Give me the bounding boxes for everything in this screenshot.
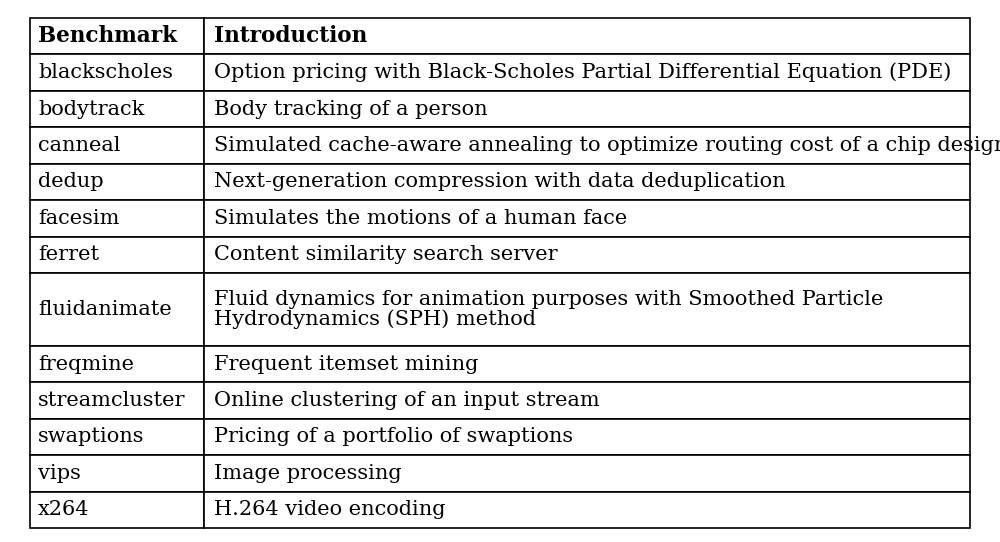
- Text: vips: vips: [38, 464, 81, 483]
- Bar: [30, 455, 204, 492]
- Text: swaptions: swaptions: [38, 428, 144, 447]
- Text: Next-generation compression with data deduplication: Next-generation compression with data de…: [214, 172, 786, 191]
- Text: fluidanimate: fluidanimate: [38, 300, 172, 319]
- Bar: [30, 273, 204, 346]
- Bar: [30, 492, 204, 528]
- Text: Option pricing with Black-Scholes Partial Differential Equation (PDE): Option pricing with Black-Scholes Partia…: [214, 63, 951, 82]
- Bar: [204, 236, 970, 273]
- Text: Content similarity search server: Content similarity search server: [214, 246, 558, 264]
- Bar: [30, 236, 204, 273]
- Text: Online clustering of an input stream: Online clustering of an input stream: [214, 391, 600, 410]
- Text: canneal: canneal: [38, 136, 120, 155]
- Text: Simulates the motions of a human face: Simulates the motions of a human face: [214, 209, 627, 228]
- Text: Simulated cache-aware annealing to optimize routing cost of a chip design: Simulated cache-aware annealing to optim…: [214, 136, 1000, 155]
- Text: Image processing: Image processing: [214, 464, 402, 483]
- Bar: [204, 419, 970, 455]
- Text: blackscholes: blackscholes: [38, 63, 173, 82]
- Bar: [30, 54, 204, 91]
- Bar: [30, 200, 204, 236]
- Text: Hydrodynamics (SPH) method: Hydrodynamics (SPH) method: [214, 309, 536, 329]
- Text: x264: x264: [38, 500, 90, 519]
- Text: Fluid dynamics for animation purposes with Smoothed Particle: Fluid dynamics for animation purposes wi…: [214, 290, 883, 309]
- Bar: [30, 127, 204, 164]
- Text: Frequent itemset mining: Frequent itemset mining: [214, 354, 478, 373]
- Bar: [204, 54, 970, 91]
- Bar: [30, 18, 204, 54]
- Text: bodytrack: bodytrack: [38, 100, 144, 119]
- Bar: [204, 127, 970, 164]
- Text: Introduction: Introduction: [214, 25, 367, 47]
- Bar: [204, 455, 970, 492]
- Text: Body tracking of a person: Body tracking of a person: [214, 100, 488, 119]
- Bar: [204, 382, 970, 419]
- Bar: [204, 273, 970, 346]
- Text: dedup: dedup: [38, 172, 104, 191]
- Bar: [30, 164, 204, 200]
- Bar: [204, 492, 970, 528]
- Bar: [204, 200, 970, 236]
- Bar: [30, 382, 204, 419]
- Text: streamcluster: streamcluster: [38, 391, 186, 410]
- Bar: [204, 346, 970, 382]
- Bar: [204, 164, 970, 200]
- Text: ferret: ferret: [38, 246, 99, 264]
- Text: H.264 video encoding: H.264 video encoding: [214, 500, 445, 519]
- Text: Pricing of a portfolio of swaptions: Pricing of a portfolio of swaptions: [214, 428, 573, 447]
- Text: freqmine: freqmine: [38, 354, 134, 373]
- Text: facesim: facesim: [38, 209, 120, 228]
- Bar: [30, 91, 204, 127]
- Text: Benchmark: Benchmark: [38, 25, 177, 47]
- Bar: [204, 91, 970, 127]
- Bar: [30, 346, 204, 382]
- Bar: [204, 18, 970, 54]
- Bar: [30, 419, 204, 455]
